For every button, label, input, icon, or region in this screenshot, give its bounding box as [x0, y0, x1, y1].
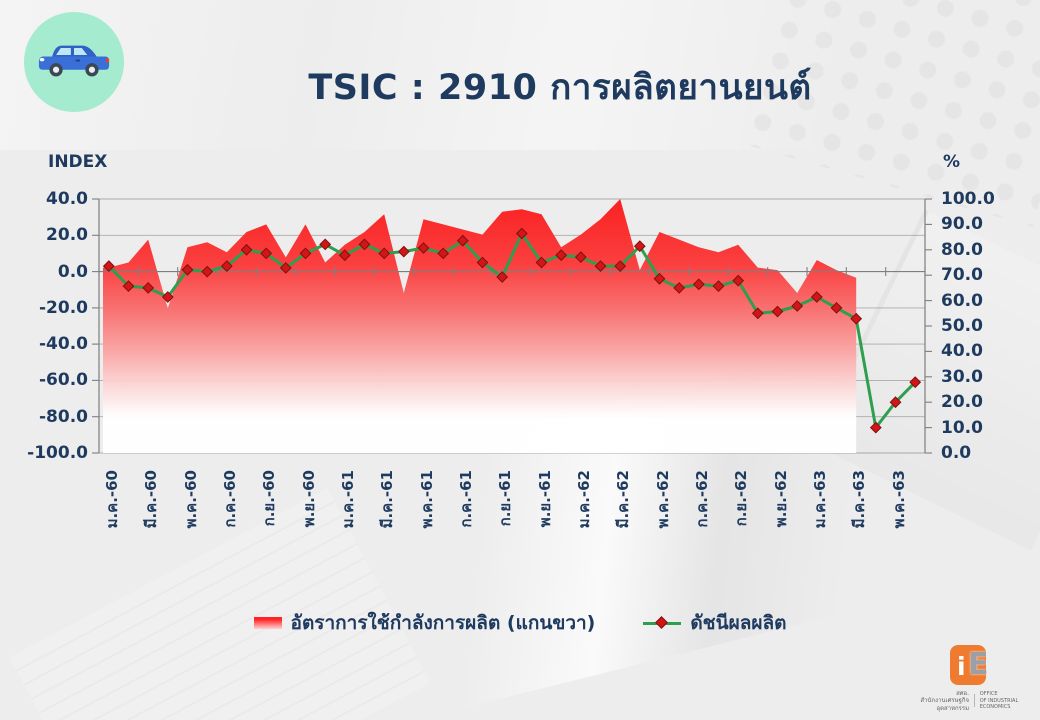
x-tick-label: พ.ค.-62 [653, 470, 672, 529]
x-tick-label: ก.ค.-61 [456, 470, 475, 528]
x-tick-label: พ.ค.-60 [181, 470, 200, 529]
right-axis-tick-label: 50.0 [941, 316, 983, 336]
left-axis-tick-label: 0.0 [57, 261, 88, 282]
x-tick-label: มี.ค.-61 [378, 470, 397, 529]
oie-logo-letter-i: i [957, 651, 966, 681]
left-axis-title: INDEX [48, 152, 108, 172]
oie-text-divider [974, 694, 975, 708]
oie-logo-text: สศอ. สำนักงานเศรษฐกิจอุตสาหกรรม OFFICE O… [916, 690, 1026, 713]
right-axis-tick-label: 0.0 [941, 443, 972, 463]
oie-english-name: OFFICE OF INDUSTRIAL ECONOMICS [979, 691, 1019, 710]
left-axis-tick-label: 20.0 [46, 225, 88, 246]
left-axis-tick-label: -40.0 [39, 334, 88, 355]
x-tick-label: พ.ค.-61 [417, 470, 436, 529]
x-tick-label: มี.ค.-62 [614, 470, 633, 529]
x-tick-label: มี.ค.-63 [850, 470, 869, 529]
x-tick-label: ก.ย.-60 [260, 470, 279, 527]
x-tick-label: พ.ย.-62 [771, 470, 790, 528]
left-axis-tick-label: -80.0 [39, 406, 88, 427]
left-axis-tick-label: -100.0 [27, 443, 88, 463]
right-axis-tick-label: 100.0 [941, 189, 995, 209]
combo-chart-plot [92, 198, 932, 454]
oie-logo-block: E i สศอ. สำนักงานเศรษฐกิจอุตสาหกรรม OFFI… [916, 644, 1026, 713]
right-axis-tick-label: 60.0 [941, 290, 983, 311]
x-tick-label: มี.ค.-60 [142, 470, 161, 529]
oie-logo-icon: E i [950, 644, 992, 687]
line-legend-swatch [643, 615, 682, 629]
oie-logo-square [950, 644, 986, 685]
x-tick-label: ม.ค.-61 [338, 470, 357, 529]
x-tick-label: พ.ค.-63 [889, 470, 908, 529]
x-tick-label: ม.ค.-60 [102, 470, 121, 529]
chart-legend: อัตราการใช้กำลังการผลิต (แกนขวา) ดัชนีผล… [0, 608, 1040, 638]
legend-label-capacity: อัตราการใช้กำลังการผลิต (แกนขวา) [290, 612, 596, 634]
right-axis-tick-label: 70.0 [941, 265, 983, 286]
legend-item-production-index: ดัชนีผลผลิต [643, 608, 786, 638]
right-axis-tick-label: 30.0 [941, 366, 983, 387]
right-axis-tick-label: 10.0 [941, 417, 983, 438]
legend-item-capacity: อัตราการใช้กำลังการผลิต (แกนขวา) [253, 608, 596, 638]
left-axis-tick-label: -60.0 [39, 370, 88, 391]
x-tick-label: ม.ค.-62 [574, 470, 593, 529]
right-axis-tick-label: 90.0 [941, 214, 983, 235]
left-axis-tick-label: -20.0 [39, 297, 88, 318]
right-axis-tick-label: 20.0 [941, 392, 983, 413]
right-axis-tick-label: 80.0 [941, 239, 983, 260]
x-tick-label: ม.ค.-63 [810, 470, 829, 529]
x-tick-label: ก.ย.-61 [496, 470, 515, 527]
area-legend-swatch [253, 617, 282, 629]
oie-logo-letter-e: E [968, 646, 989, 682]
sector-logo-badge [24, 12, 124, 112]
car-icon [38, 45, 110, 77]
x-tick-label: พ.ย.-61 [535, 470, 554, 528]
x-tick-label: ก.ค.-62 [692, 470, 711, 528]
x-tick-label: พ.ย.-60 [299, 470, 318, 528]
x-tick-label: ก.ค.-60 [220, 470, 239, 528]
x-tick-label: ก.ย.-62 [732, 470, 751, 527]
legend-label-production-index: ดัชนีผลผลิต [690, 612, 787, 634]
diamond-marker-icon [655, 615, 669, 629]
left-axis-tick-label: 40.0 [46, 189, 88, 209]
right-axis-title: % [943, 152, 961, 172]
oie-thai-name: สศอ. สำนักงานเศรษฐกิจอุตสาหกรรม [920, 689, 970, 712]
right-axis-tick-label: 40.0 [941, 341, 983, 362]
page-title: TSIC : 2910 การผลิตยานยนต์ [308, 68, 812, 108]
